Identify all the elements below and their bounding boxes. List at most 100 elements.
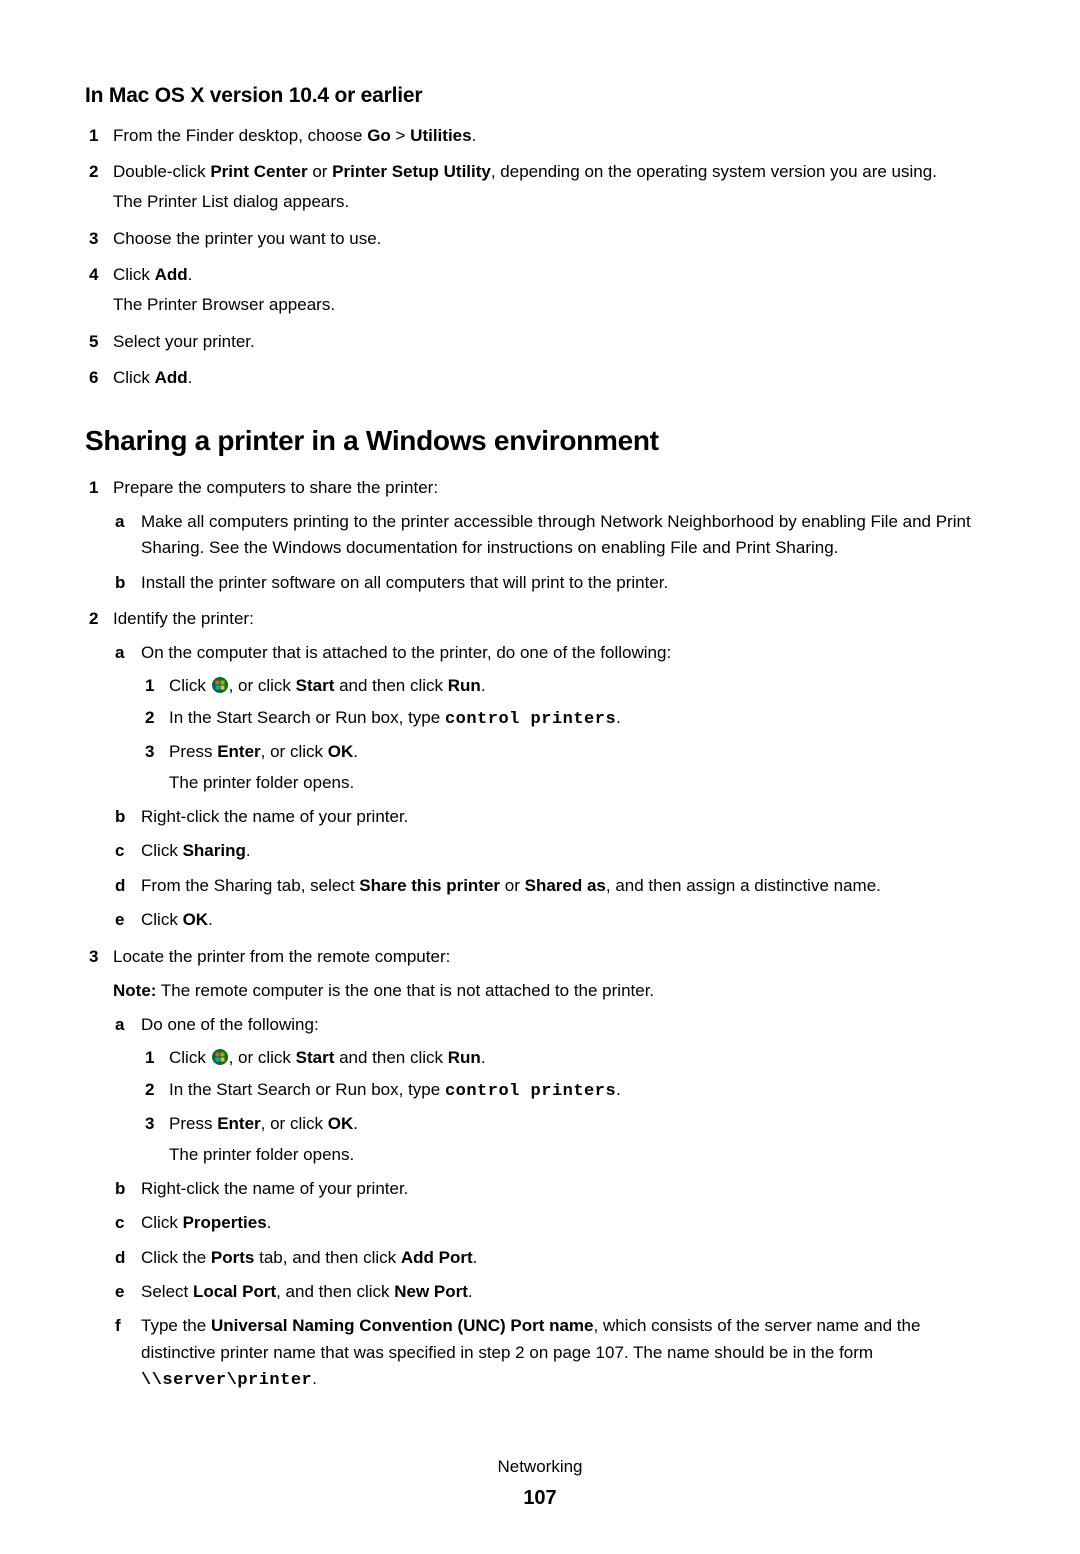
inner-step: 2 In the Start Search or Run box, type co…	[141, 1077, 995, 1105]
alpha-list: a On the computer that is attached to the…	[113, 640, 995, 933]
step-text: Click Properties.	[141, 1210, 995, 1236]
alpha-step: b Right-click the name of your printer.	[113, 1176, 995, 1202]
inner-numbered-list: 1 Click , or click Start and then click R…	[141, 1045, 995, 1168]
numbered-step: 1 From the Finder desktop, choose Go > Ut…	[85, 123, 995, 149]
numbered-step: 3 Locate the printer from the remote comp…	[85, 944, 995, 1395]
inner-step: 2 In the Start Search or Run box, type co…	[141, 705, 995, 733]
inner-step: 1 Click , or click Start and then click R…	[141, 1045, 995, 1071]
step-text: Install the printer software on all comp…	[141, 570, 995, 596]
step-number: 1	[145, 673, 154, 699]
alpha-step: d From the Sharing tab, select Share this…	[113, 873, 995, 899]
step-text: Select your printer.	[113, 329, 995, 355]
alpha-marker: a	[115, 640, 124, 666]
alpha-step: c Click Properties.	[113, 1210, 995, 1236]
step-number: 2	[89, 159, 98, 185]
windows-start-icon	[212, 677, 228, 693]
step-number: 2	[89, 606, 98, 632]
inner-step: 3 Press Enter, or click OK. The printer fo…	[141, 739, 995, 796]
mac-steps: 1 From the Finder desktop, choose Go > Ut…	[85, 123, 995, 392]
alpha-marker: b	[115, 570, 125, 596]
alpha-marker: e	[115, 1279, 124, 1305]
step-number: 4	[89, 262, 98, 288]
alpha-step: a Make all computers printing to the prin…	[113, 509, 995, 562]
alpha-marker: d	[115, 873, 125, 899]
alpha-step: b Right-click the name of your printer.	[113, 804, 995, 830]
alpha-step: f Type the Universal Naming Convention (U…	[113, 1313, 995, 1394]
step-subtext: The Printer Browser appears.	[113, 292, 995, 318]
step-text: Choose the printer you want to use.	[113, 226, 995, 252]
alpha-step: c Click Sharing.	[113, 838, 995, 864]
step-number: 3	[89, 226, 98, 252]
alpha-step: aDo one of the following:1Click , or cli…	[113, 1012, 995, 1168]
step-text: Click , or click Start and then click Ru…	[169, 673, 995, 699]
step-text: Select Local Port, and then click New Po…	[141, 1279, 995, 1305]
step-number: 3	[145, 739, 154, 765]
numbered-step: 4 Click Add. The Printer Browser appears.	[85, 262, 995, 319]
footer-section: Networking	[85, 1454, 995, 1480]
alpha-marker: b	[115, 1176, 125, 1202]
footer-page-number: 107	[85, 1483, 995, 1514]
subsection-title-mac: In Mac OS X version 10.4 or earlier	[85, 80, 995, 113]
inner-numbered-list: 1 Click , or click Start and then click R…	[141, 673, 995, 796]
alpha-marker: d	[115, 1245, 125, 1271]
step-subtext: The printer folder opens.	[169, 770, 995, 796]
inner-step: 1 Click , or click Start and then click R…	[141, 673, 995, 699]
step-number: 6	[89, 365, 98, 391]
alpha-marker: c	[115, 838, 124, 864]
step-text: Click Sharing.	[141, 838, 995, 864]
step-text: Type the Universal Naming Convention (UN…	[141, 1313, 995, 1394]
step-number: 3	[89, 944, 98, 970]
step-text: Press Enter, or click OK.	[169, 739, 995, 765]
alpha-step: b Install the printer software on all com…	[113, 570, 995, 596]
numbered-step: 1 Prepare the computers to share the prin…	[85, 475, 995, 596]
alpha-list: a Make all computers printing to the prin…	[113, 509, 995, 596]
step-text: Click the Ports tab, and then click Add …	[141, 1245, 995, 1271]
inner-step: 3 Press Enter, or click OK. The printer fo…	[141, 1111, 995, 1168]
step-text: In the Start Search or Run box, type con…	[169, 705, 995, 733]
alpha-step: d Click the Ports tab, and then click Add…	[113, 1245, 995, 1271]
step-text: From the Sharing tab, select Share this …	[141, 873, 995, 899]
step-text: From the Finder desktop, choose Go > Uti…	[113, 123, 995, 149]
step-text: Make all computers printing to the print…	[141, 509, 995, 562]
step-number: 1	[89, 123, 98, 149]
step-subtext: The Printer List dialog appears.	[113, 189, 995, 215]
step-text: On the computer that is attached to the …	[141, 640, 995, 666]
step-number: 1	[145, 1045, 154, 1071]
windows-steps: 1 Prepare the computers to share the prin…	[85, 475, 995, 1395]
alpha-marker: f	[115, 1313, 121, 1339]
windows-start-icon	[212, 1049, 228, 1065]
numbered-step: 2 Double-click Print Center or Printer Se…	[85, 159, 995, 216]
step-number: 5	[89, 329, 98, 355]
step-text: Locate the printer from the remote compu…	[113, 944, 995, 970]
numbered-step: 2Identify the printer:aOn the computer t…	[85, 606, 995, 933]
step-text: Click OK.	[141, 907, 995, 933]
step-text: Click Add.	[113, 262, 995, 288]
alpha-marker: e	[115, 907, 124, 933]
numbered-step: 3 Choose the printer you want to use.	[85, 226, 995, 252]
step-text: Right-click the name of your printer.	[141, 804, 995, 830]
alpha-list: aDo one of the following:1Click , or cli…	[113, 1012, 995, 1394]
step-text: Click Add.	[113, 365, 995, 391]
numbered-step: 5 Select your printer.	[85, 329, 995, 355]
step-number: 3	[145, 1111, 154, 1137]
step-text: Click , or click Start and then click Ru…	[169, 1045, 995, 1071]
step-text: Do one of the following:	[141, 1012, 995, 1038]
page-footer: Networking 107	[85, 1454, 995, 1513]
alpha-step: e Select Local Port, and then click New P…	[113, 1279, 995, 1305]
section-title-windows: Sharing a printer in a Windows environme…	[85, 419, 995, 462]
step-text: Press Enter, or click OK.	[169, 1111, 995, 1137]
step-number: 2	[145, 705, 154, 731]
step-text: Right-click the name of your printer.	[141, 1176, 995, 1202]
alpha-marker: a	[115, 509, 124, 535]
step-number: 2	[145, 1077, 154, 1103]
step-text: In the Start Search or Run box, type con…	[169, 1077, 995, 1105]
alpha-marker: b	[115, 804, 125, 830]
note: Note: The remote computer is the one tha…	[113, 978, 995, 1004]
step-subtext: The printer folder opens.	[169, 1142, 995, 1168]
alpha-marker: c	[115, 1210, 124, 1236]
alpha-step: e Click OK.	[113, 907, 995, 933]
step-text: Prepare the computers to share the print…	[113, 475, 995, 501]
step-text: Double-click Print Center or Printer Set…	[113, 159, 995, 185]
alpha-step: a On the computer that is attached to the…	[113, 640, 995, 796]
step-number: 1	[89, 475, 98, 501]
